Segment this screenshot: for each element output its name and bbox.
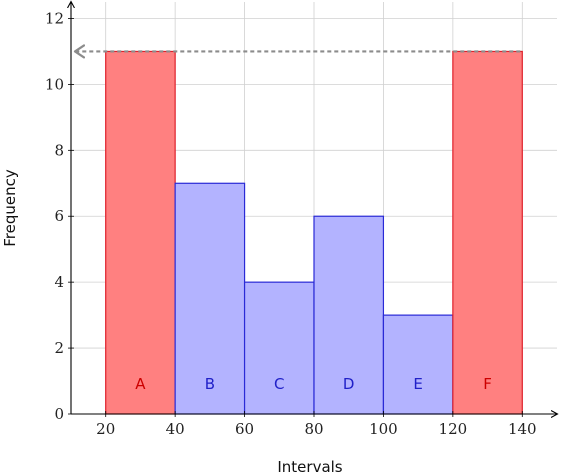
x-tick-label-80: 80 [304,420,323,438]
x-tick-label-100: 100 [369,420,398,438]
bar-label-b: B [205,375,215,393]
bar-e [383,315,452,414]
y-tick-label-6: 6 [54,207,64,225]
bar-label-e: E [413,375,422,393]
y-tick-label-12: 12 [45,9,64,27]
bar-f [453,51,522,414]
x-tick-label-140: 140 [508,420,537,438]
bar-label-f: F [483,375,492,393]
y-axis-label: Frequency [1,169,19,247]
x-axis-label: Intervals [277,458,342,475]
y-tick-label-0: 0 [54,405,64,423]
bar-a [106,51,175,414]
y-tick-label-2: 2 [54,339,64,357]
x-tick-label-120: 120 [439,420,468,438]
y-tick-label-4: 4 [54,273,64,291]
bar-label-c: C [274,375,284,393]
bar-c [245,282,314,414]
x-tick-label-20: 20 [96,420,115,438]
bar-label-a: A [135,375,146,393]
x-tick-label-60: 60 [235,420,254,438]
bar-label-d: D [343,375,355,393]
y-tick-label-10: 10 [45,75,64,93]
x-tick-label-40: 40 [166,420,185,438]
y-tick-label-8: 8 [54,141,64,159]
